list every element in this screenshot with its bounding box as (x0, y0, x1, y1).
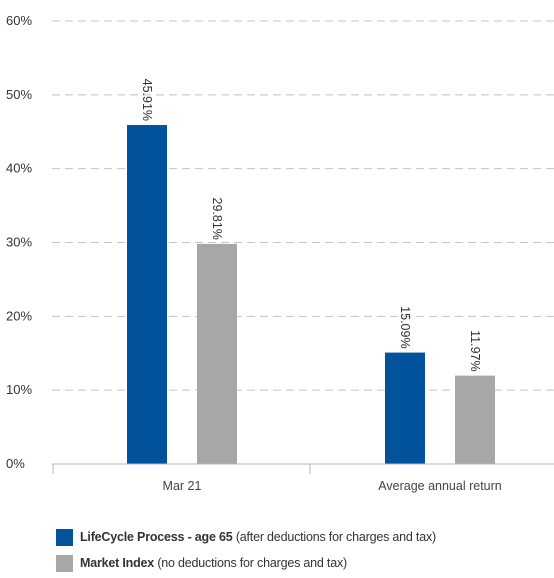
legend-swatch-market-index (56, 554, 73, 572)
legend-swatch-lifecycle (56, 528, 73, 546)
data-label: 15.09% (398, 306, 412, 348)
data-label: 11.97% (468, 330, 482, 371)
y-tick-label: 60% (6, 13, 32, 28)
legend-item-market-index: Market Index (no deductions for charges … (56, 552, 436, 574)
legend-series-name: LifeCycle Process - age 65 (80, 530, 233, 544)
legend-item-lifecycle: LifeCycle Process - age 65 (after deduct… (56, 526, 436, 548)
data-label: 45.91% (140, 79, 154, 121)
bar (197, 243, 237, 464)
legend-series-note: (no deductions for charges and tax) (157, 556, 347, 570)
y-tick-label: 50% (6, 87, 32, 102)
bar (127, 125, 167, 465)
y-tick-label: 20% (6, 308, 32, 323)
x-category-label: Mar 21 (163, 479, 202, 493)
y-tick-label: 0% (6, 456, 25, 471)
legend-series-note: (after deductions for charges and tax) (235, 530, 436, 544)
x-axis: Mar 21 Average annual return (52, 463, 554, 493)
bar (385, 352, 425, 464)
bars (127, 125, 495, 465)
bar-chart: 0% 10% 20% 30% 40% 50% 60% 45.91% 15.09% 29.81% 1… (6, 13, 554, 493)
data-label: 29.81% (210, 197, 224, 239)
y-tick-label: 40% (6, 161, 32, 176)
x-category-label: Average annual return (378, 479, 502, 493)
y-tick-label: 10% (6, 382, 32, 397)
legend: LifeCycle Process - age 65 (after deduct… (56, 526, 436, 578)
bar (455, 375, 495, 464)
legend-series-name: Market Index (80, 556, 155, 570)
data-labels: 45.91% 15.09% 29.81% 11.97% (140, 79, 482, 372)
y-axis-ticks: 0% 10% 20% 30% 40% 50% 60% (6, 13, 32, 471)
y-tick-label: 30% (6, 235, 32, 250)
